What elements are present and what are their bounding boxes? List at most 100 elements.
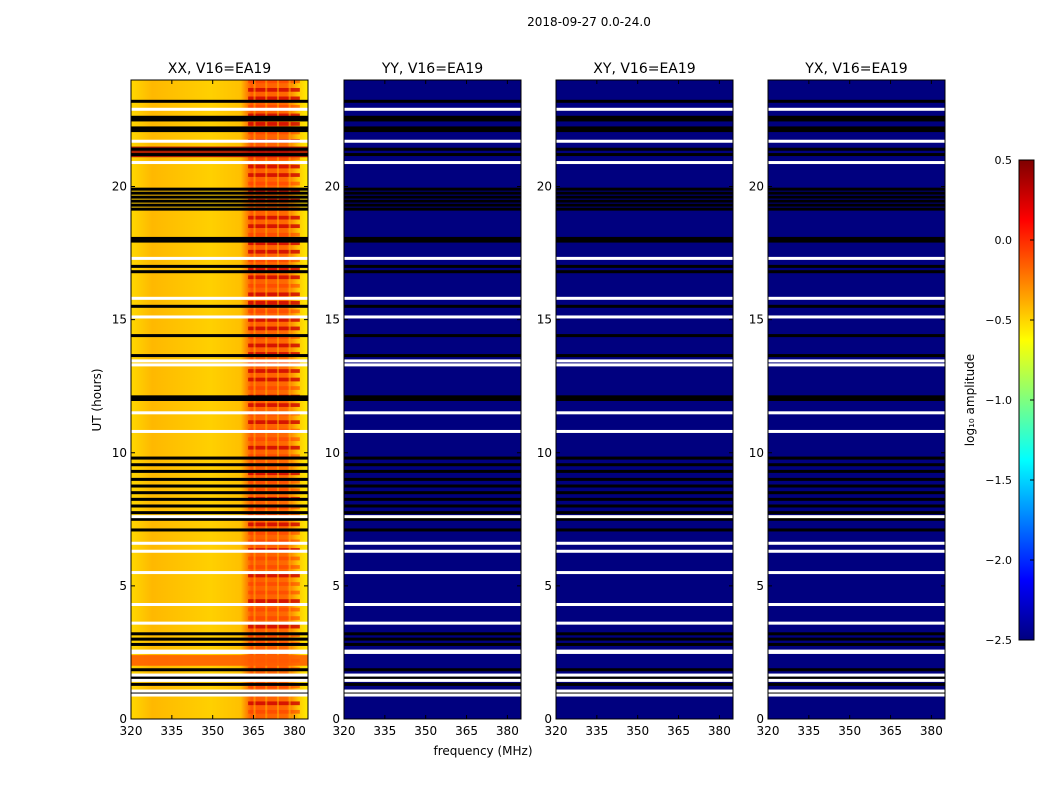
high-amplitude-band [131,655,308,666]
high-band-stripe [248,437,300,442]
high-band-stripe [248,556,300,561]
missing-row [768,515,945,519]
high-band-stripe [248,249,300,254]
flagged-row [556,129,733,133]
panel-2-frame [343,79,522,720]
figure-suptitle: 2018-09-27 0.0-24.0 [527,15,651,29]
missing-row [768,541,945,545]
colorbar-tick-label: −1.5 [985,474,1012,487]
high-band-stripe [248,445,300,450]
flagged-row [131,239,308,243]
missing-row [768,673,945,677]
high-band-stripe [248,607,300,612]
missing-row [344,541,521,545]
x-tick-label: 350 [201,724,224,738]
flagged-row [768,637,945,641]
x-tick-label: 335 [585,724,608,738]
flagged-row [131,354,308,358]
flagged-row [768,676,945,680]
flagged-row [556,642,733,646]
missing-row [768,161,945,165]
panel-3-title: XY, V16=EA19 [593,61,695,77]
x-tick-label: 320 [120,724,143,738]
high-band-stripe [248,590,300,595]
flagged-row [768,477,945,481]
high-band-stripe [248,531,300,535]
flagged-row [131,207,308,211]
flagged-row [768,395,945,399]
high-band-stripe [248,522,300,527]
flagged-row [344,504,521,508]
flagged-row [131,187,308,191]
flagged-row [131,270,308,274]
high-band-stripe [248,326,300,331]
missing-row [768,296,945,300]
missing-row [131,621,308,625]
x-tick-label: 320 [545,724,568,738]
high-band-stripe [248,471,300,476]
x-tick-label: 320 [757,724,780,738]
missing-row [131,107,308,111]
missing-row [768,571,945,575]
high-band-stripe [248,283,300,288]
flagged-row [556,236,733,240]
flagged-row [556,668,733,672]
colorbar-tick-label: −0.5 [985,314,1012,327]
y-tick-label: 0 [332,712,340,726]
flagged-row [556,126,733,130]
flagged-row [131,682,308,686]
flagged-row [344,497,521,501]
flagged-row [344,199,521,203]
flagged-row [556,334,733,338]
missing-row [344,678,521,682]
flagged-row [768,528,945,532]
flagged-row [768,191,945,195]
flagged-row [344,153,521,157]
flagged-row [344,236,521,240]
flagged-row [344,99,521,103]
flagged-row [344,456,521,460]
flagged-row [344,304,521,308]
flagged-row [556,191,733,195]
flagged-row [344,517,521,521]
flagged-row [768,497,945,501]
y-tick-label: 15 [749,313,764,327]
missing-row [768,549,945,553]
flagged-row [556,264,733,268]
flagged-row [768,456,945,460]
flagged-row [131,463,308,467]
flagged-row [768,511,945,515]
flagged-row [556,187,733,191]
flagged-row [344,469,521,473]
missing-row [344,411,521,415]
y-tick-label: 20 [112,180,127,194]
flagged-row [556,497,733,501]
flagged-row [131,517,308,521]
flagged-row [768,153,945,157]
high-band-stripe [248,454,300,459]
flagged-row [556,491,733,495]
missing-row [131,296,308,300]
missing-row [768,429,945,433]
high-band-stripe [248,113,300,118]
high-band-stripe [248,573,300,578]
missing-row [768,363,945,367]
flagged-row [556,477,733,481]
high-band-stripe [248,275,300,280]
flagged-row [556,207,733,211]
flagged-row [768,264,945,268]
flagged-row [131,199,308,203]
flagged-row [131,504,308,508]
x-tick-label: 380 [920,724,943,738]
flagged-row [768,270,945,274]
high-band-stripe [248,215,300,220]
y-tick-label: 5 [119,579,127,593]
flagged-row [768,682,945,686]
missing-row [556,603,733,607]
y-axis-label: UT (hours) [90,368,104,431]
x-tick-label: 350 [626,724,649,738]
flagged-row [344,195,521,199]
missing-row [556,621,733,625]
colorbar-tick-label: 0.5 [995,154,1013,167]
